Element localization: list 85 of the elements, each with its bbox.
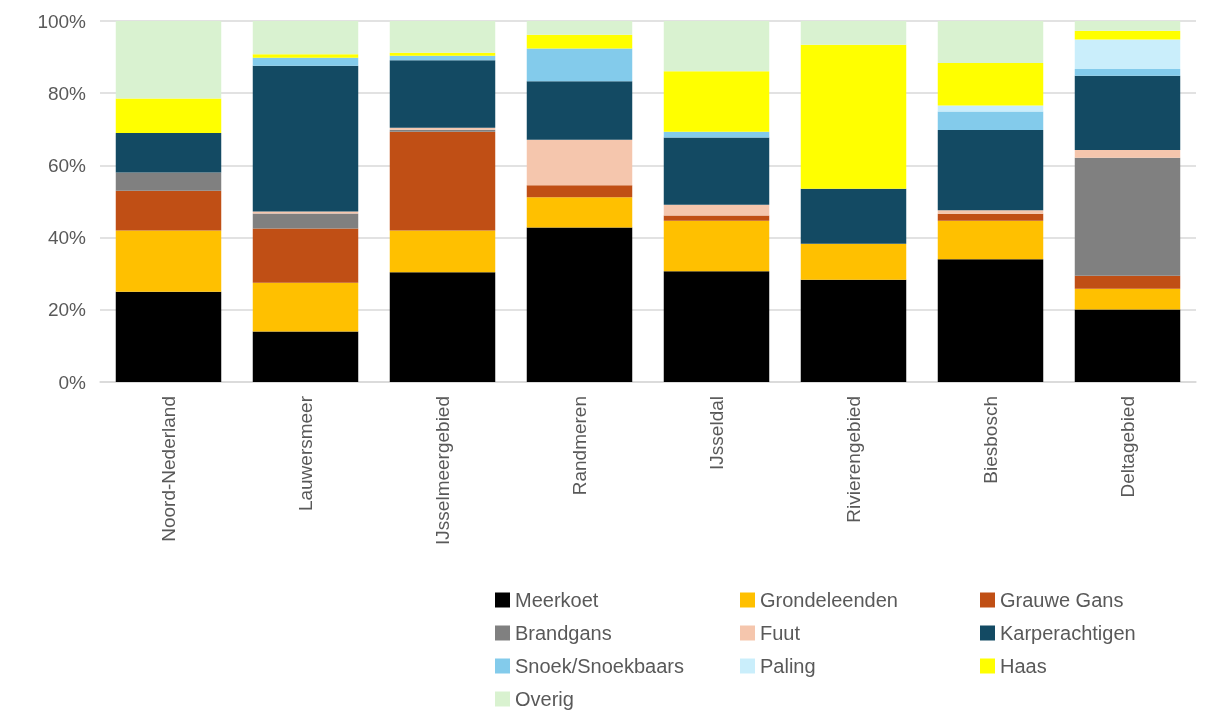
bar <box>800 188 907 244</box>
bar <box>800 279 907 382</box>
y-tick-label: 20% <box>47 299 87 321</box>
legend-label: Karperachtigen <box>1000 622 1136 644</box>
bar <box>115 291 222 382</box>
bar <box>937 111 1044 131</box>
bar <box>1074 157 1181 276</box>
bar <box>526 48 633 82</box>
legend-label: Haas <box>1000 655 1047 677</box>
bar <box>115 21 222 99</box>
bar <box>937 259 1044 382</box>
bar <box>663 271 770 382</box>
bar <box>526 21 633 35</box>
bar <box>389 52 496 56</box>
y-tick-label: 60% <box>47 154 87 176</box>
legend-label: Grondeleenden <box>760 589 898 611</box>
bar <box>252 228 359 283</box>
bar <box>663 220 770 272</box>
bar <box>663 71 770 132</box>
bar <box>1074 309 1181 382</box>
bar <box>663 21 770 72</box>
bar <box>115 132 222 173</box>
bar <box>115 190 222 231</box>
x-tick-label: Rivierengebied <box>843 396 864 523</box>
y-tick-label: 40% <box>47 227 87 249</box>
bar <box>1074 30 1181 40</box>
x-tick-label: Randmeren <box>569 396 590 496</box>
bar <box>252 21 359 55</box>
bar <box>389 60 496 128</box>
bar <box>937 220 1044 260</box>
bar <box>115 230 222 292</box>
y-tick-label: 100% <box>37 10 87 32</box>
bar <box>526 227 633 382</box>
y-tick-label: 80% <box>47 82 87 104</box>
legend-label: Overig <box>515 688 574 710</box>
bar <box>252 65 359 212</box>
bar <box>389 21 496 53</box>
bar <box>526 81 633 140</box>
legend-label: Snoek/Snoekbaars <box>515 655 685 677</box>
x-tick-label: Lauwersmeer <box>295 395 316 512</box>
bar <box>1074 288 1181 310</box>
bar <box>1074 275 1181 289</box>
bar <box>800 243 907 280</box>
bar <box>937 210 1044 214</box>
bar <box>526 34 633 49</box>
bar <box>663 204 770 216</box>
bar <box>663 137 770 205</box>
bar <box>389 272 496 382</box>
legend-label: Fuut <box>760 622 801 644</box>
bar <box>1074 75 1181 150</box>
bar <box>389 131 496 231</box>
bar <box>115 98 222 133</box>
bar <box>937 105 1044 112</box>
x-tick-label: Noord-Nederland <box>158 396 179 542</box>
x-tick-label: Biesbosch <box>980 396 1001 484</box>
legend-label: Paling <box>760 655 816 677</box>
legend-label: Meerkoet <box>515 589 599 611</box>
bar <box>252 213 359 229</box>
x-tick-label: Deltagebied <box>1117 396 1138 498</box>
bar <box>937 21 1044 63</box>
x-tick-label: IJsseldal <box>706 396 727 470</box>
bar <box>526 139 633 186</box>
bar <box>526 197 633 228</box>
bar <box>252 54 359 58</box>
bar <box>526 185 633 198</box>
bar <box>115 172 222 191</box>
bar <box>1074 21 1181 31</box>
bar <box>1074 39 1181 70</box>
bar <box>663 131 770 138</box>
bar <box>937 213 1044 221</box>
bar <box>800 21 907 45</box>
bar <box>663 215 770 221</box>
legend-label: Grauwe Gans <box>1000 589 1124 611</box>
bar <box>252 331 359 382</box>
bar <box>800 44 907 189</box>
bar <box>252 57 359 66</box>
x-tick-label: IJsselmeergebied <box>432 396 453 545</box>
bar <box>252 282 359 332</box>
bar <box>1074 149 1181 158</box>
bar <box>389 230 496 273</box>
bar <box>1074 69 1181 76</box>
legend-label: Brandgans <box>515 622 612 644</box>
bar <box>937 62 1044 106</box>
bar <box>937 130 1044 211</box>
y-tick-label: 0% <box>58 371 87 393</box>
